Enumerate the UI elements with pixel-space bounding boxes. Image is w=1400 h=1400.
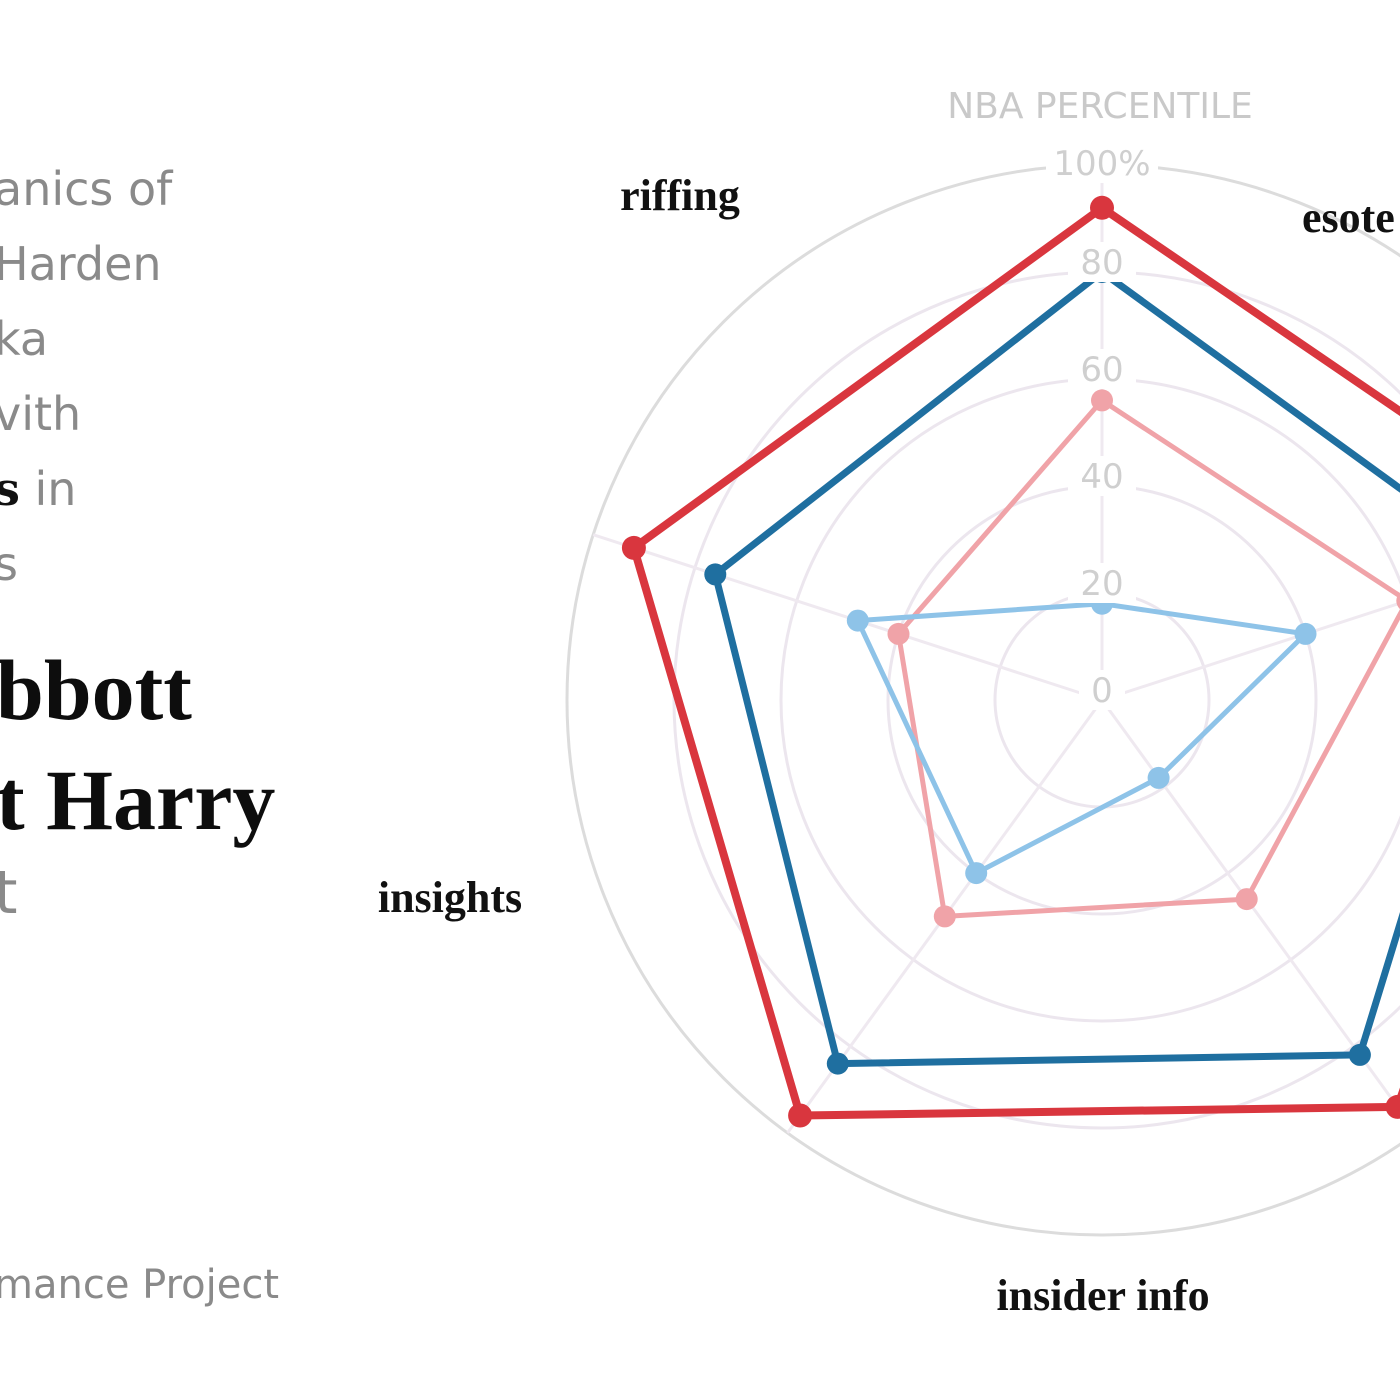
tick-label-bg	[1046, 143, 1158, 184]
radial-ticks: 0 20 40 60 80 100%	[1046, 143, 1158, 711]
series-line	[896, 397, 1400, 919]
series-point	[1294, 622, 1317, 645]
tick-label-bg	[1079, 670, 1125, 710]
series-point	[1348, 1043, 1371, 1066]
series-point	[621, 535, 646, 560]
series-point	[965, 862, 988, 885]
tick-label: 60	[1080, 350, 1123, 390]
tick-label-bg	[1068, 349, 1136, 389]
grid-spoke	[1101, 601, 1400, 702]
side-text-line: s	[0, 537, 18, 591]
side-text-line: ka	[0, 312, 49, 366]
side-text-line: s in	[0, 452, 76, 526]
grid-spoke	[1100, 699, 1400, 1113]
axis-label-insights: insights	[378, 873, 522, 922]
series-point	[1235, 888, 1258, 911]
series-point	[1385, 1094, 1400, 1119]
tick-label-bg	[1068, 242, 1136, 282]
series-point	[788, 1103, 813, 1128]
series-point	[826, 1052, 849, 1075]
tick-label-bg	[1068, 456, 1136, 496]
radar-series	[621, 195, 1400, 1128]
headline-line: t Harry	[0, 752, 276, 848]
tick-label: 100%	[1053, 144, 1150, 184]
series-line	[711, 268, 1400, 1068]
tick-label: 0	[1091, 671, 1113, 711]
series-line	[629, 203, 1400, 1120]
series-point	[1147, 766, 1170, 789]
series-point	[887, 622, 910, 645]
series-point	[933, 905, 956, 928]
side-text-line: vith	[0, 387, 82, 441]
faint-text: t	[0, 858, 18, 928]
series-point	[1090, 195, 1114, 220]
axis-label-esoteric: esote	[1302, 193, 1395, 242]
side-text-line: Harden	[0, 237, 162, 291]
tick-label: 80	[1080, 243, 1123, 283]
chart-title: NBA PERCENTILE	[947, 86, 1253, 127]
credit-text: mance Project	[0, 1262, 279, 1308]
series-point	[846, 609, 869, 632]
series-point	[1091, 389, 1113, 412]
headline-line: bbott	[0, 642, 192, 738]
side-text-rest: in	[19, 462, 77, 516]
tick-label-bg	[1068, 563, 1136, 603]
axis-label-insider-info: insider info	[996, 1271, 1209, 1320]
axis-label-riffing: riffing	[620, 171, 740, 220]
grid-ring	[672, 270, 1400, 1130]
series-line	[855, 601, 1308, 876]
side-text-bold: s	[0, 462, 20, 516]
tick-label: 20	[1080, 564, 1123, 604]
side-text-line: anics of	[0, 162, 173, 216]
tick-label: 40	[1080, 457, 1123, 497]
series-point	[704, 563, 727, 586]
series-point	[1396, 592, 1400, 610]
